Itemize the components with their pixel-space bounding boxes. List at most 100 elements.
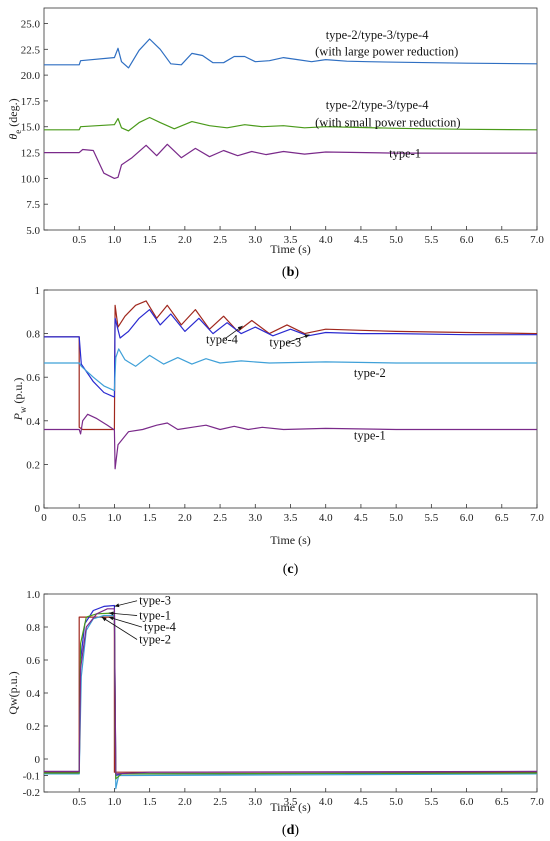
annotation-arrowhead bbox=[237, 325, 243, 331]
panel-label: (d) bbox=[282, 823, 299, 838]
annotation-arrowhead bbox=[101, 617, 107, 622]
x-tick-label: 2.5 bbox=[213, 234, 227, 246]
annotation-label: type-2/type-3/type-4 bbox=[326, 28, 429, 42]
x-tick-label: 5.0 bbox=[389, 512, 403, 524]
x-tick-label: 3.0 bbox=[248, 796, 262, 808]
y-tick-label: 20.0 bbox=[21, 70, 41, 82]
series-line-3 bbox=[44, 614, 538, 790]
y-tick-label: 0.4 bbox=[26, 416, 40, 428]
y-tick-label: 22.5 bbox=[21, 44, 41, 56]
chart-panel-b: 0.5 1.0 1.5 2.0 2.5 3.0 3.5 4.0 4.5 5.0 5.5 6.0 6.5 7… bbox=[6, 7, 544, 280]
x-tick-label: 5.0 bbox=[389, 234, 403, 246]
series-line-3 bbox=[44, 143, 537, 179]
annotation-arrowhead bbox=[114, 603, 120, 608]
x-tick-label: 5.5 bbox=[424, 234, 438, 246]
x-tick-label: 4.0 bbox=[319, 796, 333, 808]
y-tick-label: 1.0 bbox=[26, 589, 40, 601]
x-tick-label: 7.0 bbox=[530, 512, 544, 524]
x-tick-label: 1.5 bbox=[143, 796, 157, 808]
annotation-arrow bbox=[108, 616, 143, 628]
y-axis-label: Pw (p.u.) bbox=[11, 378, 28, 422]
chart-panel-d: 0.5 1.0 1.5 2.0 2.5 3.0 3.5 4.0 4.5 5.0 5.5 6.0 6.5 7… bbox=[6, 589, 544, 838]
x-tick-label: 3.5 bbox=[284, 796, 298, 808]
chart-panel-c: 0 0.5 1.0 1.5 2.0 2.5 3.0 3.5 4.0 4.5 5.0 5.5 6.0 6.5… bbox=[11, 285, 544, 577]
y-tick-label: 0.4 bbox=[26, 688, 40, 700]
series-line-2 bbox=[44, 116, 538, 132]
y-tick-label: 0.8 bbox=[26, 329, 40, 341]
y-axis-symbol: Qw bbox=[6, 697, 20, 715]
series-line-2 bbox=[44, 309, 537, 398]
series-line-4 bbox=[44, 612, 538, 780]
x-tick-label: 1.0 bbox=[108, 234, 122, 246]
x-tick-label: 4.5 bbox=[354, 234, 368, 246]
x-tick-label: 5.5 bbox=[424, 512, 438, 524]
annotation-label: (with small power reduction) bbox=[315, 116, 460, 130]
y-tick-label: 0 bbox=[35, 503, 41, 515]
x-tick-label: 3.5 bbox=[284, 234, 298, 246]
y-tick-label: 0.6 bbox=[26, 372, 40, 384]
x-tick-label: 2.5 bbox=[213, 796, 227, 808]
x-axis-label: Time (s) bbox=[270, 800, 311, 814]
y-tick-label: 7.5 bbox=[26, 199, 40, 211]
annotation-label: type-2 bbox=[354, 366, 386, 380]
x-tick-label: 2.5 bbox=[213, 512, 227, 524]
annotation-label: type-2/type-3/type-4 bbox=[326, 98, 429, 112]
series-line-1 bbox=[44, 616, 537, 773]
y-tick-label: -0.2 bbox=[23, 787, 40, 799]
x-tick-label: 0.5 bbox=[72, 512, 86, 524]
x-tick-label: 4.0 bbox=[319, 512, 333, 524]
x-tick-label: 6.0 bbox=[460, 512, 474, 524]
y-axis-unit: (p.u.) bbox=[6, 671, 20, 697]
x-axis-label: Time (s) bbox=[270, 242, 311, 256]
series-line-5 bbox=[44, 608, 538, 775]
x-tick-label: 3.0 bbox=[248, 234, 262, 246]
y-axis-symbol: P bbox=[11, 412, 25, 421]
x-tick-label: 0 bbox=[41, 512, 47, 524]
annotation-label: type-1 bbox=[139, 609, 171, 623]
panel-label: (b) bbox=[282, 265, 299, 280]
series-line-1 bbox=[44, 300, 538, 431]
y-tick-label: 5.0 bbox=[26, 225, 40, 237]
annotation-arrowhead bbox=[108, 611, 114, 616]
x-tick-label: 6.0 bbox=[460, 796, 474, 808]
panel-label: (c) bbox=[283, 562, 299, 577]
y-tick-label: 0 bbox=[35, 754, 41, 766]
x-tick-label: 0.5 bbox=[72, 234, 86, 246]
x-tick-label: 2.0 bbox=[178, 796, 192, 808]
x-tick-label: 5.5 bbox=[424, 796, 438, 808]
series-line-2 bbox=[44, 604, 538, 777]
x-tick-label: 1.5 bbox=[143, 512, 157, 524]
x-tick-label: 6.0 bbox=[460, 234, 474, 246]
x-tick-label: 6.5 bbox=[495, 512, 509, 524]
y-tick-label: 10.0 bbox=[21, 173, 41, 185]
annotation-label: type-4 bbox=[144, 620, 177, 634]
x-tick-label: 6.5 bbox=[495, 234, 509, 246]
x-tick-label: 1.0 bbox=[108, 796, 122, 808]
y-axis-unit: (p.u.) bbox=[11, 378, 25, 407]
y-tick-label: 0.2 bbox=[26, 459, 40, 471]
x-tick-label: 7.0 bbox=[530, 796, 544, 808]
annotation-label: type-1 bbox=[354, 428, 386, 442]
annotation-label: type-3 bbox=[269, 336, 301, 350]
series-line-4 bbox=[44, 413, 537, 470]
annotation-arrowhead bbox=[108, 616, 114, 621]
annotation-label: type-3 bbox=[139, 594, 171, 608]
x-tick-label: 7.0 bbox=[530, 234, 544, 246]
x-tick-label: 4.5 bbox=[354, 512, 368, 524]
y-axis-symbol: θ bbox=[6, 134, 20, 140]
x-tick-label: 2.0 bbox=[178, 512, 192, 524]
x-tick-label: 1.0 bbox=[108, 512, 122, 524]
y-tick-label: 17.5 bbox=[21, 96, 41, 108]
annotation-label: (with large power reduction) bbox=[315, 44, 458, 58]
x-tick-label: 1.5 bbox=[143, 234, 157, 246]
y-axis-label: Qw(p.u.) bbox=[6, 671, 20, 714]
x-tick-label: 4.5 bbox=[354, 796, 368, 808]
y-axis-subscript: e bbox=[13, 130, 23, 134]
annotation-arrow bbox=[108, 612, 138, 616]
y-tick-label: 15.0 bbox=[21, 122, 41, 134]
series-line-1 bbox=[44, 38, 538, 69]
y-axis-label: θe (deg.) bbox=[6, 98, 23, 139]
y-tick-label: 0.8 bbox=[26, 622, 40, 634]
y-tick-label: 0.6 bbox=[26, 655, 40, 667]
